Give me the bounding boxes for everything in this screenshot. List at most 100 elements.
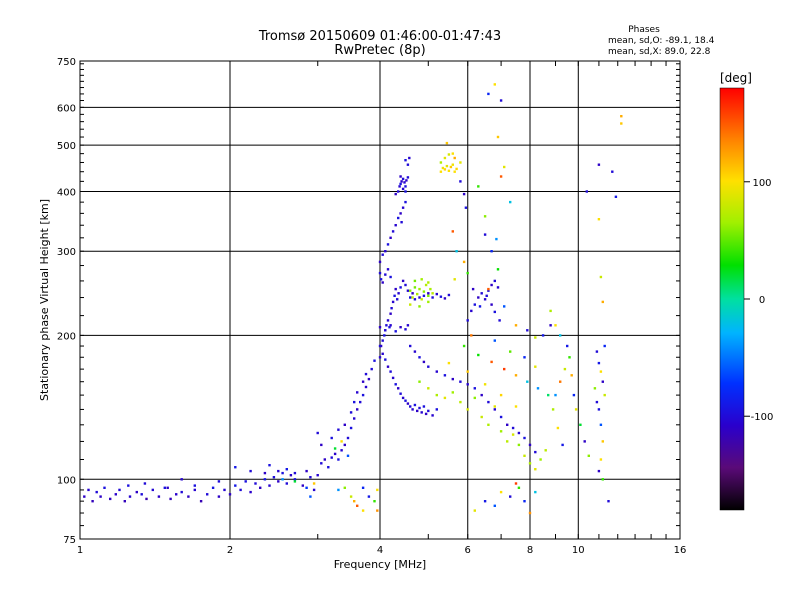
data-point xyxy=(411,292,414,295)
data-point xyxy=(378,260,382,264)
data-point xyxy=(420,411,423,414)
data-point xyxy=(601,380,604,383)
data-point xyxy=(378,326,382,329)
data-point xyxy=(378,344,382,348)
data-point xyxy=(401,279,405,283)
data-point xyxy=(534,336,537,339)
data-point xyxy=(496,135,500,139)
data-point xyxy=(435,408,438,411)
data-point xyxy=(599,458,603,461)
phase-stats-o: mean, sd,O: -89.1, 18.4 xyxy=(608,36,715,46)
data-point xyxy=(406,402,410,405)
data-point xyxy=(234,484,237,487)
data-point xyxy=(413,286,417,289)
data-point xyxy=(397,387,400,390)
data-point xyxy=(389,312,392,315)
data-point xyxy=(462,260,466,264)
data-point xyxy=(305,469,308,473)
data-point xyxy=(466,408,469,411)
data-point xyxy=(439,170,443,173)
data-point xyxy=(517,486,521,489)
data-point xyxy=(346,436,350,440)
data-point xyxy=(330,456,333,459)
data-point xyxy=(443,156,447,160)
data-point xyxy=(340,440,343,443)
data-point xyxy=(394,383,397,386)
data-point xyxy=(601,478,604,481)
data-point xyxy=(523,500,526,503)
data-point xyxy=(447,153,451,156)
data-point xyxy=(285,482,288,485)
data-point xyxy=(483,298,487,301)
data-point xyxy=(399,182,402,186)
data-point xyxy=(404,185,407,188)
y-axis-label: Stationary phase Virtual Height [km] xyxy=(38,199,51,401)
y-tick-label: 200 xyxy=(57,331,76,342)
data-point xyxy=(373,359,376,362)
data-point xyxy=(583,440,586,443)
data-point xyxy=(180,478,183,481)
data-point xyxy=(409,289,412,292)
data-point xyxy=(614,195,618,198)
data-point xyxy=(349,495,353,498)
data-point xyxy=(455,250,458,253)
data-point xyxy=(364,385,368,389)
data-point xyxy=(459,400,462,404)
data-point xyxy=(487,287,490,291)
data-point xyxy=(309,495,312,498)
data-point xyxy=(312,482,316,485)
data-point xyxy=(367,377,371,381)
data-point xyxy=(99,495,102,498)
data-point xyxy=(404,200,407,204)
data-point xyxy=(496,286,500,289)
data-point xyxy=(517,431,521,435)
data-point xyxy=(418,287,421,291)
data-point xyxy=(263,471,267,475)
data-point xyxy=(401,206,405,209)
data-point xyxy=(316,431,319,435)
data-point xyxy=(483,500,487,503)
data-point xyxy=(399,326,402,329)
data-point xyxy=(441,166,445,170)
data-point xyxy=(459,180,462,183)
data-point xyxy=(603,393,606,397)
data-point xyxy=(211,486,215,489)
data-point xyxy=(95,490,98,494)
y-tick-label: 400 xyxy=(57,187,76,198)
data-point xyxy=(487,400,490,404)
data-point xyxy=(466,370,469,373)
data-point xyxy=(391,230,395,233)
data-point xyxy=(514,482,518,485)
data-point xyxy=(343,423,346,426)
data-point xyxy=(597,218,601,221)
data-point xyxy=(397,292,400,295)
x-tick-label: 2 xyxy=(227,545,233,556)
phase-stats-x: mean, sd,X: 89.0, 22.8 xyxy=(608,47,711,57)
data-point xyxy=(356,391,359,394)
data-point xyxy=(431,414,434,417)
y-axis-ticks: 75 100 200 300 400 500 600 750 xyxy=(57,57,680,546)
data-point xyxy=(367,495,371,498)
data-point xyxy=(443,374,447,377)
data-point xyxy=(193,488,196,492)
data-point xyxy=(439,161,443,164)
data-point xyxy=(356,504,359,507)
data-point xyxy=(268,464,271,467)
data-point xyxy=(435,370,438,373)
data-point xyxy=(406,163,410,166)
data-point xyxy=(391,376,395,380)
data-point xyxy=(327,466,330,469)
data-point xyxy=(109,497,112,501)
data-point xyxy=(478,305,482,308)
data-point xyxy=(534,450,537,454)
data-point xyxy=(389,236,392,239)
data-point xyxy=(175,493,178,496)
x-tick-label: 4 xyxy=(377,545,383,556)
data-point xyxy=(285,468,288,471)
data-point xyxy=(526,380,529,383)
data-point xyxy=(611,170,614,173)
data-point xyxy=(528,462,532,465)
data-point xyxy=(422,360,426,364)
grid-lines xyxy=(80,61,680,539)
data-point xyxy=(343,486,346,489)
